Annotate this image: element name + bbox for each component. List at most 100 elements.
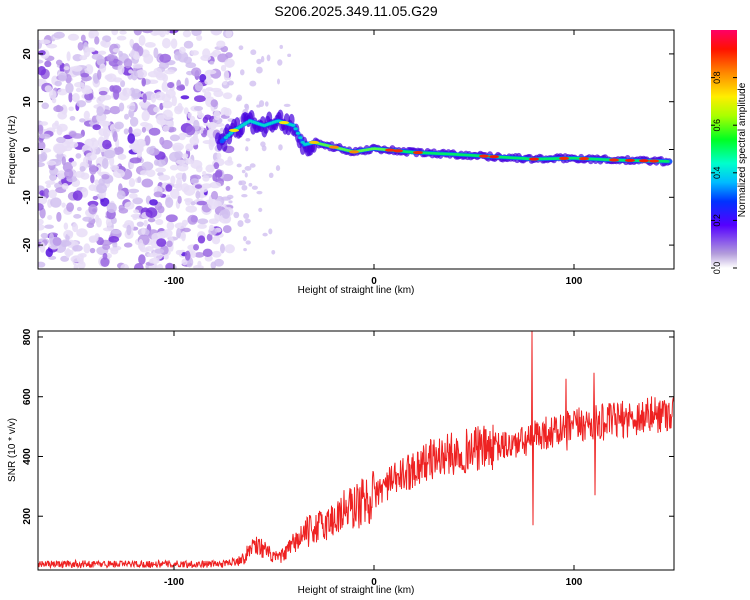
noise-blob bbox=[139, 170, 149, 176]
ridge-peak bbox=[393, 149, 403, 153]
noise-blob bbox=[203, 91, 212, 99]
noise-blob bbox=[194, 81, 204, 92]
noise-blob bbox=[193, 119, 200, 131]
noise-blob bbox=[74, 81, 85, 88]
spectrogram-ylabel: Frequency (Hz) bbox=[7, 116, 18, 185]
ridge-peak bbox=[309, 140, 319, 144]
noise-blob bbox=[165, 184, 173, 192]
noise-blob bbox=[98, 50, 107, 55]
noise-blob bbox=[92, 124, 101, 131]
noise-blob bbox=[128, 69, 133, 74]
noise-blob bbox=[65, 248, 71, 259]
noise-blob bbox=[147, 217, 156, 223]
noise-blob bbox=[103, 149, 116, 159]
x-tick-label: -100 bbox=[164, 276, 184, 287]
noise-blob bbox=[38, 133, 51, 139]
noise-blob bbox=[162, 109, 174, 120]
noise-blob bbox=[237, 220, 244, 227]
noise-blob bbox=[157, 205, 165, 214]
noise-blob bbox=[133, 30, 142, 36]
noise-blob bbox=[61, 202, 66, 208]
noise-blob bbox=[123, 58, 133, 69]
noise-blob bbox=[75, 153, 82, 159]
ridge-peak bbox=[489, 155, 499, 159]
noise-blob bbox=[156, 159, 166, 167]
noise-blob bbox=[256, 66, 263, 74]
noise-blob bbox=[216, 40, 226, 48]
noise-blob bbox=[169, 164, 179, 171]
noise-blob bbox=[44, 224, 54, 229]
ridge-core bbox=[665, 159, 670, 163]
noise-blob bbox=[196, 200, 208, 206]
noise-blob bbox=[132, 197, 144, 205]
noise-blob bbox=[88, 204, 98, 215]
noise-blob bbox=[77, 260, 86, 269]
noise-blob bbox=[189, 136, 200, 146]
noise-blob bbox=[75, 87, 82, 93]
y-tick-label: 20 bbox=[22, 48, 33, 60]
noise-blob bbox=[236, 163, 242, 168]
noise-blob bbox=[79, 118, 86, 123]
noise-blob bbox=[155, 218, 164, 226]
noise-blob bbox=[144, 135, 151, 146]
noise-blob bbox=[208, 224, 215, 231]
noise-blob bbox=[94, 179, 100, 186]
noise-blob bbox=[159, 136, 165, 146]
noise-blob bbox=[264, 101, 269, 107]
noise-blob bbox=[46, 183, 52, 189]
noise-blob bbox=[164, 69, 176, 75]
noise-blob bbox=[141, 126, 147, 133]
noise-blob bbox=[250, 49, 257, 56]
noise-blob bbox=[61, 104, 67, 114]
x-tick-label: 100 bbox=[566, 276, 583, 287]
noise-blob bbox=[204, 114, 212, 120]
colorbar-tick-label: 0.6 bbox=[712, 119, 722, 132]
noise-blob bbox=[101, 174, 110, 180]
noise-blob bbox=[277, 59, 283, 66]
noise-blob bbox=[245, 146, 249, 152]
noise-blob bbox=[159, 102, 164, 111]
noise-blob bbox=[215, 169, 223, 178]
noise-blob bbox=[138, 100, 151, 107]
noise-blob bbox=[105, 217, 113, 227]
noise-blob bbox=[248, 182, 253, 187]
noise-blob bbox=[183, 197, 193, 203]
y-tick-label: 600 bbox=[22, 388, 33, 405]
ridge-peak bbox=[649, 159, 659, 163]
noise-blob bbox=[213, 90, 224, 98]
ridge-peak bbox=[579, 156, 589, 161]
noise-blob bbox=[233, 211, 240, 219]
noise-blob bbox=[287, 53, 292, 58]
noise-blob bbox=[129, 38, 135, 47]
noise-blob bbox=[154, 91, 166, 101]
ridge-peak bbox=[625, 158, 635, 163]
noise-blob bbox=[55, 59, 63, 66]
noise-blob bbox=[132, 93, 143, 98]
noise-blob bbox=[40, 232, 49, 239]
noise-blob bbox=[219, 243, 225, 254]
noise-blob bbox=[72, 54, 83, 62]
noise-blob bbox=[165, 262, 174, 269]
colorbar-tick-label: 0.0 bbox=[712, 262, 722, 275]
noise-blob bbox=[227, 80, 234, 86]
x-tick-label: -100 bbox=[164, 577, 184, 588]
noise-blob bbox=[109, 105, 121, 115]
noise-blob bbox=[268, 172, 274, 178]
noise-blob bbox=[66, 202, 74, 212]
noise-blob bbox=[174, 150, 183, 160]
snr-frame bbox=[37, 330, 675, 571]
noise-blob bbox=[64, 168, 74, 179]
noise-blob bbox=[153, 30, 165, 36]
ridge-peak bbox=[609, 158, 619, 162]
noise-blob bbox=[141, 77, 146, 87]
noise-blob bbox=[121, 87, 132, 97]
noise-blob bbox=[124, 113, 130, 120]
noise-blob bbox=[256, 58, 262, 65]
noise-blob bbox=[197, 223, 207, 229]
noise-blob bbox=[185, 143, 194, 152]
noise-blob bbox=[98, 90, 108, 96]
noise-blob bbox=[178, 46, 186, 54]
noise-blob bbox=[243, 212, 250, 220]
noise-blob bbox=[244, 103, 249, 109]
